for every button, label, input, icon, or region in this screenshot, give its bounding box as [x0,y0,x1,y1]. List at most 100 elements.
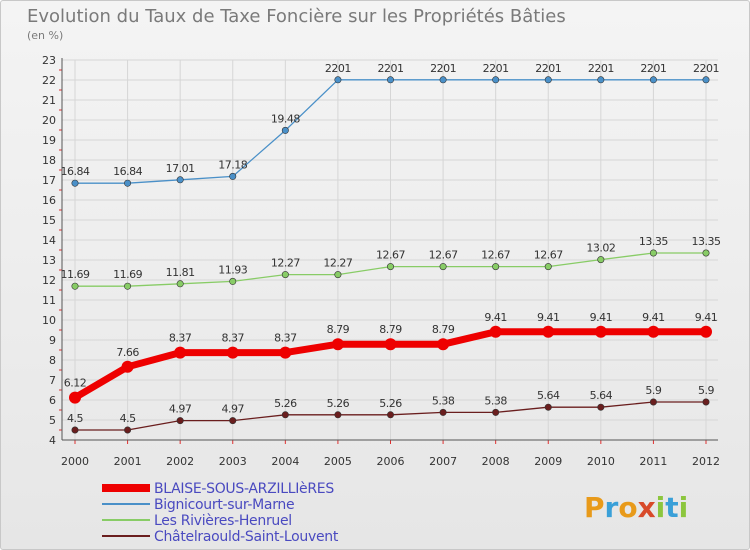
series-3-point-5 [334,411,342,419]
y-tick-label-10: 10 [42,314,56,327]
series-1-point-12 [702,76,710,84]
x-tick-label-2003: 2003 [219,455,247,468]
series-3-point-10 [597,403,605,411]
series-2-point-10 [597,256,605,264]
series-2-label-7: 12.67 [429,249,458,262]
series-3-label-11: 5.9 [645,384,661,397]
y-tick-label-6: 6 [49,394,56,407]
series-3-point-12 [702,398,710,406]
series-2-label-9: 12.67 [534,249,563,262]
series-3-point-6 [386,411,394,419]
series-0-point-1 [121,360,134,373]
x-tick-label-2002: 2002 [166,455,194,468]
series-0-label-6: 8.79 [379,323,402,336]
x-tick-label-2009: 2009 [534,455,562,468]
y-tick-label-12: 12 [42,274,56,287]
series-0-point-5 [331,338,344,351]
logo-letter-3: x [638,491,656,524]
series-layer [69,76,712,434]
series-1-label-3: 17.18 [218,158,247,171]
y-tick-label-4: 4 [49,434,56,447]
series-3-point-9 [544,403,552,411]
data-labels: 4.5 4.5 4.97 4.97 5.26 5.26 5.26 5.38 5.38 5.64 5.… [61,62,722,425]
logo-letter-1: r [605,491,619,524]
series-1-label-12: 2201 [693,62,719,75]
series-0-label-1: 7.66 [116,346,139,359]
proxiti-logo: Proxiti [584,491,688,524]
series-1-point-8 [492,76,500,84]
series-1-label-0: 16.84 [61,165,90,178]
series-2-label-12: 13.35 [692,235,721,248]
series-2-point-12 [702,249,710,257]
legend-label-2: Les Rivières-Henruel [154,513,292,529]
y-tick-label-14: 14 [42,234,56,247]
y-tick-label-7: 7 [49,374,56,387]
series-3-label-0: 4.5 [67,412,83,425]
series-1-point-0 [71,179,79,187]
series-0-point-8 [489,325,502,338]
series-2-point-6 [386,263,394,271]
x-tick-label-2008: 2008 [482,455,510,468]
series-1-point-4 [281,126,289,134]
series-3-label-6: 5.26 [379,397,402,410]
series-0-label-2: 8.37 [169,332,192,345]
y-tick-label-16: 16 [42,194,56,207]
x-tick-label-2011: 2011 [639,455,667,468]
series-3-point-4 [281,411,289,419]
y-tick-label-20: 20 [42,114,56,127]
series-1-label-7: 2201 [430,62,456,75]
series-2-label-11: 13.35 [639,235,668,248]
series-0-label-8: 9.41 [484,311,507,324]
series-2-point-5 [334,271,342,279]
series-1-point-3 [229,172,237,180]
y-tick-label-15: 15 [42,214,56,227]
y-tick-label-22: 22 [42,74,56,87]
series-2-point-3 [229,277,237,285]
series-0-label-9: 9.41 [537,311,560,324]
series-1-label-2: 17.01 [166,162,195,175]
series-3-point-8 [492,408,500,416]
axes: 4 5 6 7 8 9 10 11 12 13 14 15 16 17 18 19 20 21 22 23 2000 20… [42,54,720,468]
x-tick-label-2010: 2010 [587,455,615,468]
logo-letter-0: P [584,491,605,524]
logo-letter-6: i [679,491,689,524]
series-2-point-7 [439,263,447,271]
series-1-label-6: 2201 [378,62,404,75]
series-2-label-8: 12.67 [481,249,510,262]
series-1-point-2 [176,176,184,184]
series-0-point-2 [174,346,187,359]
x-tick-label-2012: 2012 [692,455,720,468]
series-2-label-6: 12.67 [376,249,405,262]
series-0-label-3: 8.37 [222,332,245,345]
series-2-label-2: 11.81 [166,266,195,279]
series-0-point-12 [700,325,712,338]
series-2-label-0: 11.69 [61,268,90,281]
series-3-point-0 [71,426,79,434]
series-2-point-9 [544,263,552,271]
series-1-point-1 [124,179,132,187]
series-1-point-11 [649,76,657,84]
series-0-label-4: 8.37 [274,332,297,345]
series-1-label-10: 2201 [588,62,614,75]
series-0-point-11 [647,325,660,338]
series-3-label-5: 5.26 [327,397,350,410]
series-0-point-9 [542,325,555,338]
series-2-point-1 [124,282,132,290]
y-tick-label-11: 11 [42,294,56,307]
series-0-label-11: 9.41 [642,311,665,324]
series-0-point-7 [437,338,450,351]
series-3-label-9: 5.64 [537,389,560,402]
series-0-point-0 [69,391,81,404]
series-1-point-7 [439,76,447,84]
logo-letter-4: i [656,491,666,524]
series-1-point-5 [334,76,342,84]
y-tick-label-5: 5 [49,414,56,427]
x-tick-label-2005: 2005 [324,455,352,468]
series-0-label-7: 8.79 [432,323,455,336]
series-2-label-3: 11.93 [218,263,247,276]
series-0-label-10: 9.41 [590,311,613,324]
legend-label-1: Bignicourt-sur-Marne [154,497,294,513]
series-3-label-2: 4.97 [169,403,192,416]
series-1-label-9: 2201 [535,62,561,75]
